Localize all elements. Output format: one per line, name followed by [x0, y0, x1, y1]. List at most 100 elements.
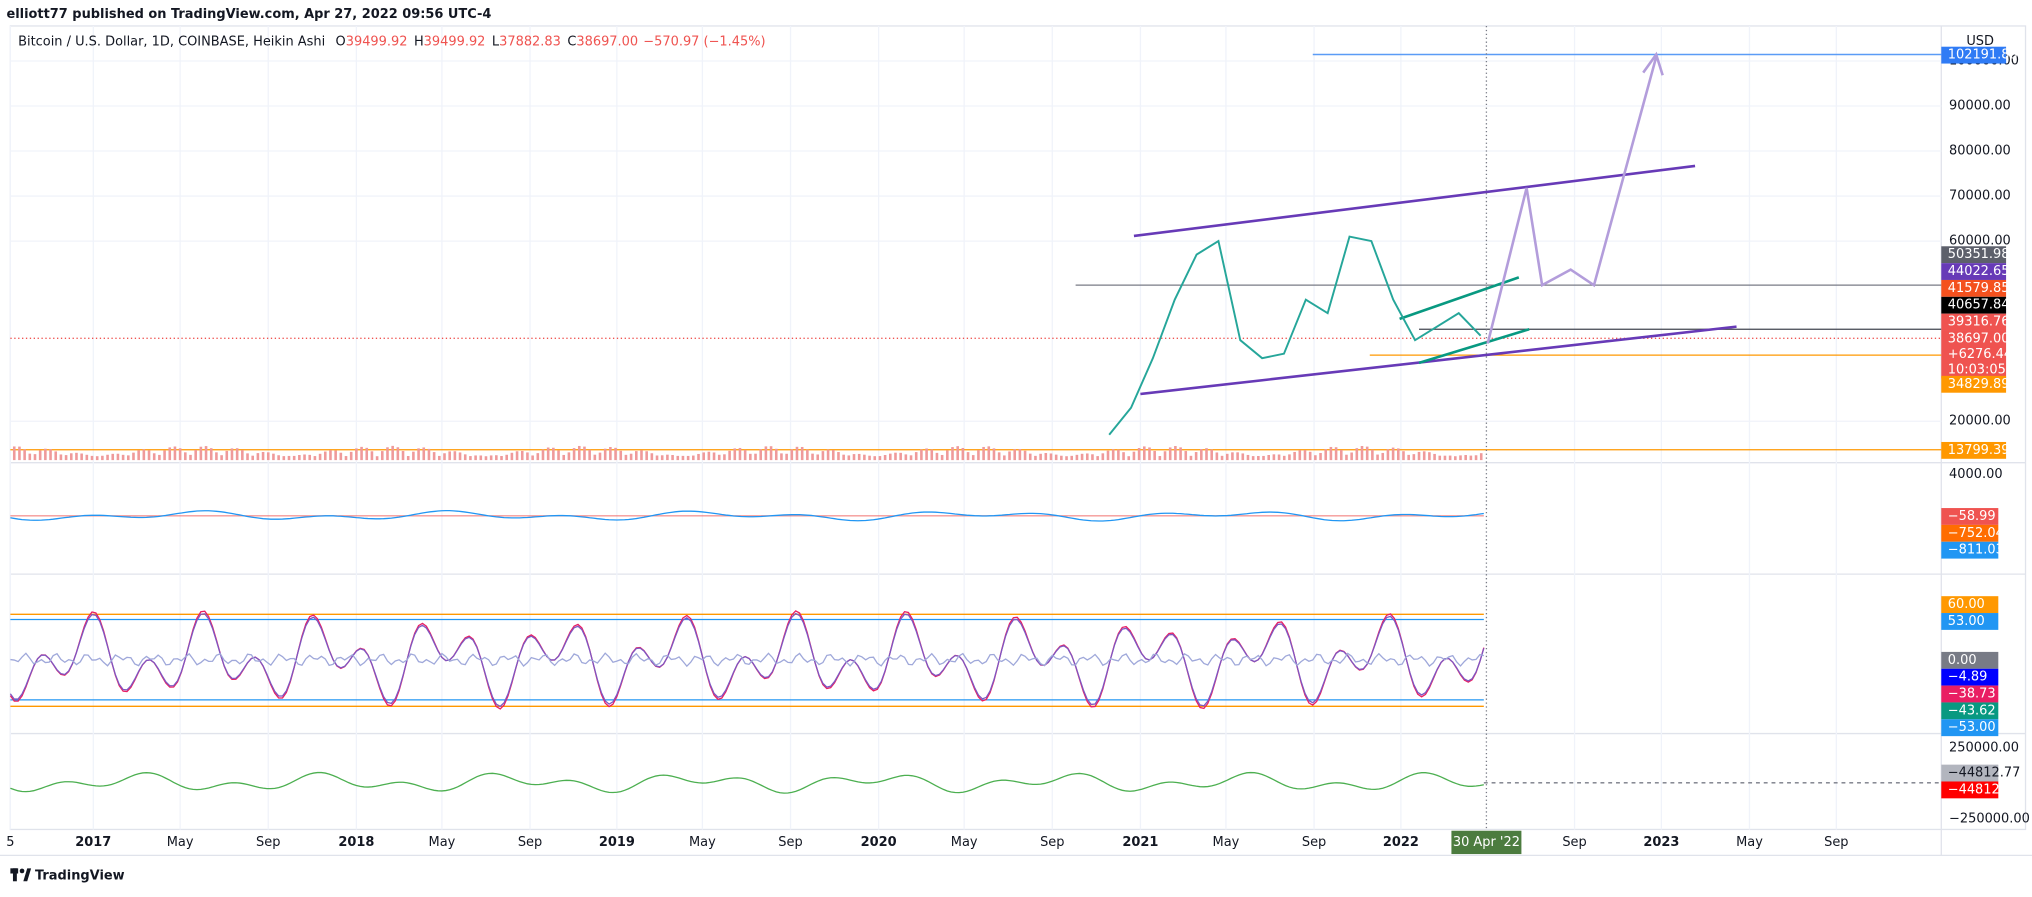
volume-decoration — [1023, 450, 1027, 461]
volume-decoration — [69, 453, 73, 461]
volume-decoration — [878, 456, 882, 461]
volume-decoration — [894, 452, 897, 461]
volume-decoration — [609, 446, 612, 461]
volume-decoration — [863, 454, 866, 461]
volume-decoration — [1314, 455, 1317, 461]
time-label: 2022 — [1383, 835, 1419, 850]
volume-decoration — [635, 451, 638, 461]
volume-decoration — [1288, 454, 1291, 461]
legend-key: L — [492, 34, 500, 49]
time-label: May — [429, 835, 456, 850]
volume-decoration — [225, 450, 229, 461]
time-label: Sep — [1562, 835, 1586, 850]
volume-decoration — [1386, 449, 1390, 461]
pane-badge-label: −43.62 — [1948, 703, 1996, 718]
price-badge-label: 39316.76 — [1948, 315, 2010, 330]
volume-decoration — [1407, 454, 1410, 461]
pane-badge — [1941, 651, 1999, 669]
volume-decoration — [18, 446, 21, 461]
legend-key: C — [567, 34, 576, 49]
volume-decoration — [194, 449, 197, 461]
volume-decoration — [774, 448, 778, 461]
price-tick-label: 90000.00 — [1949, 98, 2011, 113]
price-tick-label: 70000.00 — [1949, 189, 2011, 204]
volume-decoration — [1319, 452, 1322, 461]
volume-decoration — [339, 452, 343, 461]
price-badge-label: 50351.98 — [1948, 247, 2010, 262]
volume-decoration — [935, 452, 939, 461]
volume-decoration — [298, 455, 301, 461]
pane-badge-label: 53.00 — [1948, 614, 1985, 629]
time-label: 5 — [6, 835, 14, 850]
volume-decoration — [603, 448, 607, 461]
volume-decoration — [489, 455, 493, 461]
volume-decoration — [982, 446, 985, 461]
volume-decoration — [163, 450, 166, 461]
volume-decoration — [567, 452, 571, 461]
volume-decoration — [1298, 450, 1302, 461]
price-badge — [1941, 246, 2007, 264]
price-badge-label: 13799.39 — [1948, 443, 2010, 458]
volume-decoration — [1345, 454, 1348, 461]
volume-decoration — [272, 453, 275, 461]
volume-decoration — [427, 448, 431, 461]
volume-decoration — [365, 447, 369, 461]
volume-decoration — [370, 451, 374, 461]
volume-decoration — [1003, 455, 1006, 461]
volume-decoration — [282, 456, 286, 461]
volume-decoration — [889, 453, 892, 461]
volume-decoration — [1267, 455, 1270, 461]
volume-decoration — [1428, 452, 1431, 461]
volume-decoration — [520, 450, 524, 461]
volume-decoration — [1334, 447, 1338, 461]
volume-decoration — [754, 453, 757, 461]
volume-decoration — [137, 450, 140, 461]
publisher: elliott77 published on TradingView.com, … — [6, 7, 491, 22]
volume-decoration — [1329, 446, 1333, 461]
volume-decoration — [780, 453, 783, 461]
axes: 100000.0090000.0080000.0070000.0060000.0… — [6, 46, 2030, 855]
volume-decoration — [1479, 453, 1483, 461]
volume-decoration — [800, 446, 804, 461]
pane-badge — [1941, 613, 1999, 630]
pane-badge-label: 0.00 — [1948, 653, 1977, 668]
volume-decoration — [38, 450, 42, 461]
volume-decoration — [1422, 451, 1426, 461]
volume-decoration — [111, 453, 115, 461]
volume-decoration — [1018, 449, 1022, 461]
volume-decoration — [101, 455, 104, 461]
volume-decoration — [1474, 455, 1478, 461]
volume-decoration — [552, 447, 555, 461]
volume-decoration — [443, 453, 446, 461]
pane-badge — [1941, 685, 1999, 703]
volume-decoration — [816, 454, 820, 461]
legend: Bitcoin / U.S. Dollar, 1D, COINBASE, Hei… — [18, 34, 765, 49]
volume-decoration — [831, 450, 835, 461]
volume-decoration — [640, 450, 643, 461]
pane-badge — [1941, 508, 1999, 525]
volume-decoration — [1448, 455, 1452, 461]
pane-badge — [1941, 719, 1999, 737]
volume-decoration — [463, 454, 467, 461]
volume-decoration — [946, 450, 949, 461]
volume-decoration — [116, 453, 120, 461]
volume-decoration — [749, 453, 752, 461]
volume-decoration — [541, 449, 545, 461]
volume-decoration — [702, 452, 705, 461]
volume-decoration — [1459, 455, 1462, 461]
volume-decoration — [676, 455, 680, 461]
volume-decoration — [1179, 447, 1182, 461]
volume-decoration — [49, 449, 52, 461]
price-badge — [1941, 279, 2007, 297]
volume-decoration — [44, 448, 47, 461]
volume-decoration — [500, 455, 503, 461]
volume-decoration — [588, 449, 591, 461]
volume-decoration — [422, 447, 426, 461]
pane-badge-label: −44812.77 — [1948, 782, 2021, 797]
price-badge-label: 102191.83 — [1948, 48, 2018, 63]
volume-decoration — [531, 455, 534, 461]
volume-decoration — [1054, 454, 1058, 461]
volume-decoration — [614, 447, 617, 461]
volume-decoration — [593, 454, 597, 461]
volume-decoration — [1132, 451, 1136, 461]
